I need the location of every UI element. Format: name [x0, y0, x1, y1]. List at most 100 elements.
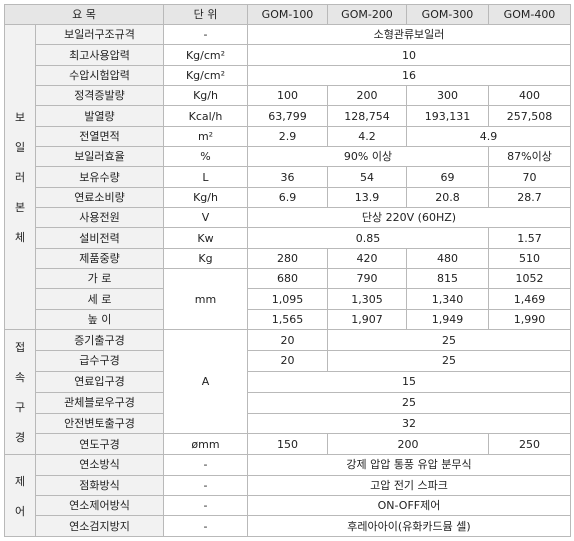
- spec-table: 요 목 단 위 GOM-100 GOM-200 GOM-300 GOM-400 …: [4, 4, 571, 537]
- group-control: 제 어: [4, 454, 36, 537]
- row-value: 1,907: [327, 308, 407, 331]
- row-label: 보일러구조규격: [35, 23, 164, 46]
- row-unit: Kg/cm²: [163, 64, 248, 87]
- row-label: 관체블로우구경: [35, 391, 164, 414]
- row-value: 20: [247, 329, 328, 352]
- group-char: 경: [14, 431, 26, 445]
- table-row: 수압시험압력 Kg/cm² 16: [5, 64, 571, 87]
- group-char: 구: [14, 401, 26, 415]
- table-row: 점화방식 - 고압 전기 스파크: [5, 474, 571, 497]
- header-row: 요 목 단 위 GOM-100 GOM-200 GOM-300 GOM-400: [4, 4, 571, 25]
- row-value: 420: [327, 247, 407, 270]
- group-char: 접: [14, 341, 26, 355]
- row-unit: %: [163, 146, 248, 168]
- row-value: 25: [327, 350, 571, 372]
- row-value: 13.9: [327, 186, 407, 209]
- row-value: 90% 이상: [247, 146, 489, 168]
- group-char: 속: [14, 371, 26, 385]
- row-value: 2.9: [247, 125, 328, 148]
- row-label: 점화방식: [35, 474, 164, 497]
- table-row: 정격증발량 Kg/h 100 200 300 400: [5, 85, 571, 107]
- row-value: 1.57: [488, 227, 571, 249]
- row-value: 100: [247, 85, 328, 107]
- row-unit: A: [163, 329, 248, 435]
- row-value: 28.7: [488, 186, 571, 209]
- row-value: 250: [488, 433, 571, 456]
- row-value: 193,131: [406, 105, 489, 127]
- row-unit: ømm: [163, 433, 248, 456]
- row-value: 128,754: [327, 105, 407, 127]
- row-value: 32: [247, 412, 571, 435]
- table-row: 세 로 1,095 1,305 1,340 1,469: [5, 288, 571, 310]
- row-value: 150: [247, 433, 328, 456]
- group-char: 본: [14, 201, 26, 215]
- row-unit: mm: [163, 268, 248, 331]
- row-value: 1,095: [247, 288, 328, 310]
- row-value: 790: [327, 268, 407, 290]
- group-char: 체: [14, 231, 26, 245]
- row-value: 1,565: [247, 308, 328, 331]
- row-value: 63,799: [247, 105, 328, 127]
- table-row: 연료입구경 15: [5, 370, 571, 393]
- group-connection-size: 접 속 구 경: [4, 329, 36, 456]
- group-char: 일: [14, 141, 26, 155]
- row-label: 보유수량: [35, 166, 164, 188]
- row-label: 최고사용압력: [35, 44, 164, 66]
- table-row: 접 속 구 경 증기출구경 A 20 25: [4, 329, 571, 456]
- row-label: 가 로: [35, 268, 164, 290]
- row-value: 87%이상: [488, 146, 571, 168]
- row-value: 4.2: [327, 125, 407, 148]
- row-unit: Kg/h: [163, 85, 248, 107]
- row-value: 400: [488, 85, 571, 107]
- group-boiler-body: 보 일 러 본 체: [4, 23, 36, 331]
- row-label: 연소제어방식: [35, 494, 164, 517]
- row-label: 세 로: [35, 288, 164, 310]
- table-row: 발열량 Kcal/h 63,799 128,754 193,131 257,50…: [5, 105, 571, 127]
- row-unit: Kcal/h: [163, 105, 248, 127]
- row-label: 연도구경: [35, 433, 164, 456]
- header-model-gom-100: GOM-100: [247, 4, 328, 25]
- group-char: 어: [14, 504, 26, 518]
- header-model-gom-400: GOM-400: [488, 4, 571, 25]
- row-label: 연료소비량: [35, 186, 164, 209]
- row-unit: V: [163, 207, 248, 229]
- row-value: 69: [406, 166, 489, 188]
- row-value: 후레아아이(유화카드뮴 셀): [247, 515, 571, 537]
- table-row: 가 로 mm 680 790 815 1052: [5, 268, 571, 331]
- row-value: 815: [406, 268, 489, 290]
- row-label: 정격증발량: [35, 85, 164, 107]
- header-model-gom-300: GOM-300: [406, 4, 489, 25]
- table-row: 전열면적 m² 2.9 4.2 4.9: [5, 125, 571, 148]
- header-unit: 단 위: [163, 4, 248, 25]
- row-label: 보일러효율: [35, 146, 164, 168]
- row-unit: Kg/cm²: [163, 44, 248, 66]
- row-unit: m²: [163, 125, 248, 148]
- row-value: 510: [488, 247, 571, 270]
- row-value: 200: [327, 85, 407, 107]
- table-row: 보유수량 L 36 54 69 70: [5, 166, 571, 188]
- row-unit: -: [163, 515, 248, 537]
- table-row: 보일러효율 % 90% 이상 87%이상: [5, 146, 571, 168]
- row-label: 연소검지방지: [35, 515, 164, 537]
- row-value: 25: [327, 329, 571, 352]
- row-label: 증기출구경: [35, 329, 164, 352]
- table-row: 연소제어방식 - ON-OFF제어: [5, 494, 571, 517]
- row-value: 단상 220V (60HZ): [247, 207, 571, 229]
- table-row: 연소검지방지 - 후레아아이(유화카드뮴 셀): [5, 515, 571, 537]
- row-value: 25: [247, 391, 571, 414]
- row-value: 소형관류보일러: [247, 23, 571, 46]
- row-value: 1052: [488, 268, 571, 290]
- row-value: 70: [488, 166, 571, 188]
- row-label: 연료입구경: [35, 370, 164, 393]
- row-label: 설비전력: [35, 227, 164, 249]
- row-value: 200: [327, 433, 489, 456]
- table-row: 보 일 러 본 체 보일러구조규격 - 소형관류보일러: [4, 23, 571, 331]
- table-row: 사용전원 V 단상 220V (60HZ): [5, 207, 571, 229]
- table-row: 제품중량 Kg 280 420 480 510: [5, 247, 571, 270]
- row-value: 1,990: [488, 308, 571, 331]
- row-value: 480: [406, 247, 489, 270]
- row-value: ON-OFF제어: [247, 494, 571, 517]
- row-label: 사용전원: [35, 207, 164, 229]
- row-unit: -: [163, 474, 248, 497]
- group-char: 러: [14, 171, 26, 185]
